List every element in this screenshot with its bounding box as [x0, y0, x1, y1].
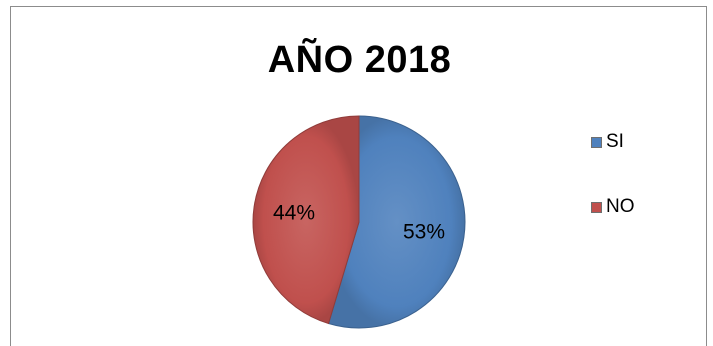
legend-item-no: NO	[591, 196, 711, 218]
pie-chart: 53% 44%	[252, 115, 466, 329]
pie-slice-no	[252, 115, 360, 325]
chart-title: AÑO 2018	[267, 39, 452, 81]
data-label-no: 44%	[273, 202, 315, 225]
legend-swatch	[591, 201, 602, 213]
chart-area: AÑO 2018 53% 44% SI NO	[10, 6, 707, 346]
legend-swatch	[591, 136, 602, 148]
legend-label: NO	[606, 196, 635, 217]
data-label-si: 53%	[403, 221, 445, 244]
legend-item-si: SI	[591, 131, 711, 153]
legend-label: SI	[606, 131, 624, 152]
pie-slice-si	[327, 115, 466, 329]
